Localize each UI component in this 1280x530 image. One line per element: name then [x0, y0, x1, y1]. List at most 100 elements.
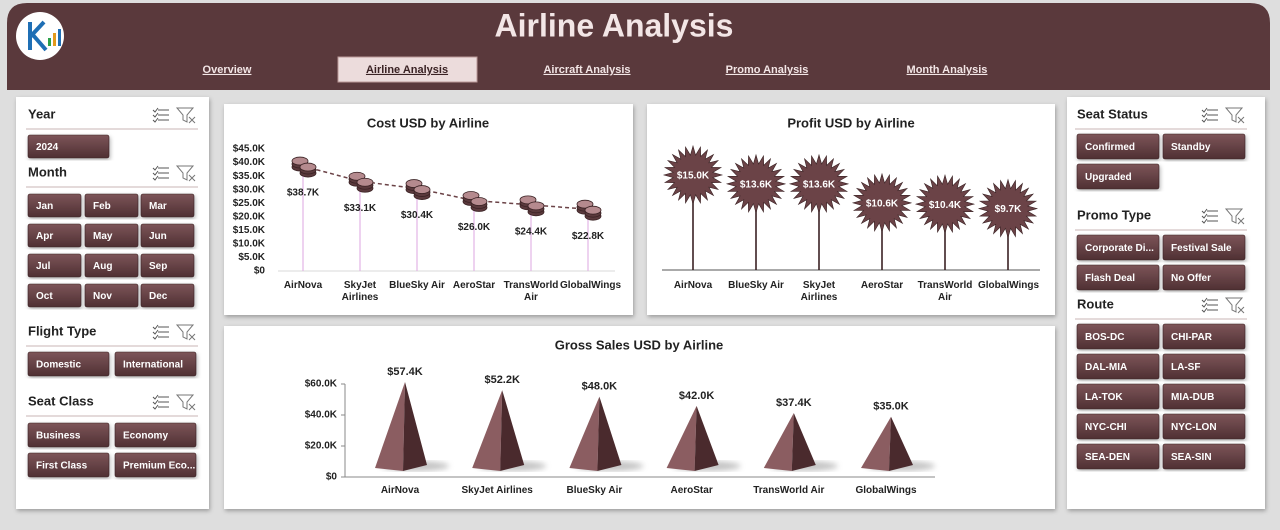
slicer-item[interactable]: Jun: [149, 231, 167, 242]
slicer-item[interactable]: Corporate Di...: [1085, 243, 1154, 254]
slicer-button[interactable]: [27, 253, 82, 278]
slicer-title: Seat Class: [28, 393, 94, 408]
slicer-button[interactable]: [140, 223, 195, 248]
slicer-item[interactable]: NYC-CHI: [1085, 422, 1127, 433]
slicer-button[interactable]: [84, 283, 139, 308]
slicer-button[interactable]: [27, 223, 82, 248]
slicer-item[interactable]: Domestic: [36, 360, 81, 371]
slicer-button[interactable]: [1162, 234, 1246, 261]
multi-select-icon[interactable]: [152, 324, 159, 340]
slicer-item[interactable]: Mar: [149, 201, 167, 212]
multi-select-icon[interactable]: [152, 394, 159, 410]
slicer-item[interactable]: Business: [36, 431, 81, 442]
slicer-item[interactable]: Jan: [36, 201, 53, 212]
data-label: $57.4K: [387, 366, 423, 378]
slicer-button[interactable]: [114, 452, 197, 478]
slicer-button[interactable]: [84, 193, 139, 218]
slicer-button[interactable]: [1076, 163, 1160, 190]
slicer-button[interactable]: [27, 134, 110, 159]
slicer-item[interactable]: MIA-DUB: [1171, 392, 1214, 403]
slicer-item[interactable]: Feb: [93, 201, 111, 212]
slicer-item[interactable]: Jul: [36, 261, 51, 272]
clear-filter-icon[interactable]: [175, 107, 196, 124]
slicer-button[interactable]: [27, 283, 82, 308]
y-tick-label: $30.0K: [233, 184, 266, 195]
slicer-button[interactable]: [140, 253, 195, 278]
slicer-item[interactable]: May: [93, 231, 113, 242]
y-tick-label: $10.0K: [233, 239, 266, 250]
slicer-item[interactable]: CHI-PAR: [1171, 332, 1213, 343]
slicer-item[interactable]: Sep: [149, 261, 167, 272]
slicer-button[interactable]: [140, 193, 195, 218]
slicer-button[interactable]: [1076, 264, 1160, 291]
multi-select-icon[interactable]: [1201, 297, 1208, 313]
logo-mark: [28, 20, 48, 52]
slicer-item[interactable]: Upgraded: [1085, 172, 1132, 183]
active-tab-bg[interactable]: [337, 56, 478, 83]
slicer-button[interactable]: [27, 422, 110, 448]
slicer-button[interactable]: [1162, 323, 1246, 350]
slicer-button[interactable]: [84, 253, 139, 278]
slicer-item[interactable]: Dec: [149, 291, 168, 302]
chart-panel: [224, 104, 633, 315]
slicer-item[interactable]: Oct: [36, 291, 53, 302]
slicer-button[interactable]: [27, 452, 110, 478]
clear-filter-icon[interactable]: [1224, 107, 1245, 124]
nav-tab[interactable]: Aircraft Analysis: [543, 64, 630, 76]
slicer-item[interactable]: Standby: [1171, 142, 1211, 153]
slicer-button[interactable]: [1076, 234, 1160, 261]
slicer-item[interactable]: Festival Sale: [1171, 243, 1232, 254]
slicer-item[interactable]: Economy: [123, 431, 168, 442]
slicer-button[interactable]: [1076, 413, 1160, 440]
x-tick-label: AeroStar: [860, 280, 904, 291]
slicer-button[interactable]: [114, 351, 197, 377]
slicer-item[interactable]: BOS-DC: [1085, 332, 1124, 343]
slicer-item[interactable]: Flash Deal: [1085, 273, 1135, 284]
slicer-button[interactable]: [140, 283, 195, 308]
clear-filter-icon[interactable]: [175, 324, 196, 341]
clear-filter-icon[interactable]: [175, 165, 196, 182]
clear-filter-icon[interactable]: [1224, 208, 1245, 225]
slicer-button[interactable]: [1076, 443, 1160, 470]
multi-select-icon[interactable]: [1201, 107, 1208, 123]
slicer-item[interactable]: 2024: [36, 142, 59, 153]
slicer-button[interactable]: [1076, 383, 1160, 410]
slicer-button[interactable]: [114, 422, 197, 448]
slicer-item[interactable]: LA-SF: [1171, 362, 1200, 373]
slicer-button[interactable]: [1076, 133, 1160, 160]
slicer-item[interactable]: First Class: [36, 461, 88, 472]
clear-filter-icon[interactable]: [175, 394, 196, 411]
slicer-button[interactable]: [1162, 133, 1246, 160]
slicer-button[interactable]: [1162, 383, 1246, 410]
slicer-button[interactable]: [1162, 353, 1246, 380]
slicer-item[interactable]: Aug: [93, 261, 112, 272]
slicer-button[interactable]: [1162, 413, 1246, 440]
slicer-item[interactable]: Nov: [93, 291, 112, 302]
nav-tab[interactable]: Month Analysis: [907, 64, 988, 76]
slicer-button[interactable]: [27, 193, 82, 218]
slicer-item[interactable]: NYC-LON: [1171, 422, 1217, 433]
multi-select-icon[interactable]: [1201, 208, 1208, 224]
nav-tab[interactable]: Promo Analysis: [726, 64, 809, 76]
nav-tab[interactable]: Overview: [203, 64, 252, 76]
multi-select-icon[interactable]: [152, 107, 159, 123]
slicer-button[interactable]: [1162, 443, 1246, 470]
slicer-item[interactable]: SEA-SIN: [1171, 452, 1212, 463]
slicer-item[interactable]: SEA-DEN: [1085, 452, 1130, 463]
slicer-button[interactable]: [27, 351, 110, 377]
slicer-button[interactable]: [1162, 264, 1246, 291]
slicer-item[interactable]: International: [123, 360, 183, 371]
clear-filter-icon[interactable]: [1224, 297, 1245, 314]
slicer-button[interactable]: [1076, 323, 1160, 350]
multi-select-icon[interactable]: [152, 165, 159, 181]
slicer-item[interactable]: LA-TOK: [1085, 392, 1123, 403]
slicer-item[interactable]: Premium Eco...: [123, 461, 195, 472]
slicer-item[interactable]: Confirmed: [1085, 142, 1135, 153]
nav-tab[interactable]: Airline Analysis: [366, 64, 448, 76]
x-tick-label: GlobalWings: [855, 485, 917, 496]
slicer-item[interactable]: No Offer: [1171, 273, 1211, 284]
slicer-item[interactable]: Apr: [36, 231, 53, 242]
slicer-item[interactable]: DAL-MIA: [1085, 362, 1127, 373]
slicer-button[interactable]: [1076, 353, 1160, 380]
slicer-button[interactable]: [84, 223, 139, 248]
